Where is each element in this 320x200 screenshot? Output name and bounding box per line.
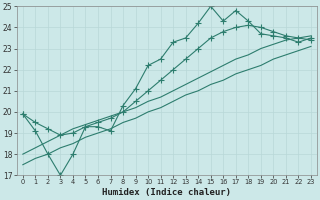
X-axis label: Humidex (Indice chaleur): Humidex (Indice chaleur): [102, 188, 231, 197]
